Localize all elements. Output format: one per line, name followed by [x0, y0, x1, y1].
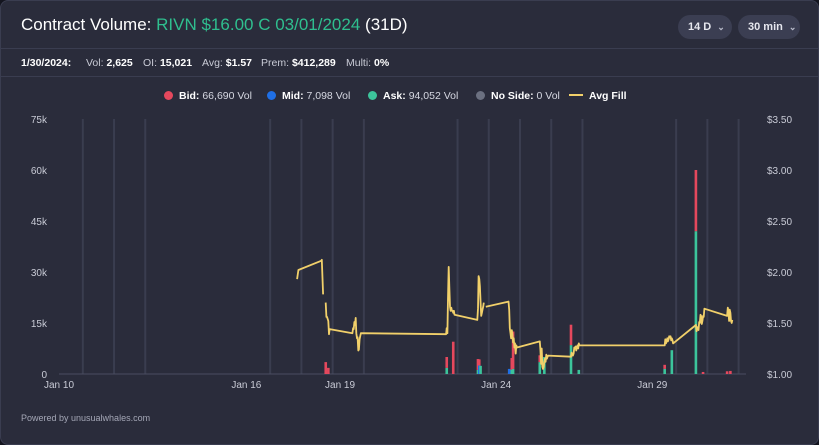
ask-swatch-icon — [368, 91, 377, 100]
footer-credit: Powered by unusualwhales.com — [21, 413, 151, 423]
y-left-tick-label: 0 — [41, 370, 47, 381]
avg-fill-line — [324, 265, 485, 352]
chevron-down-icon: ⌄ — [788, 22, 797, 32]
y-right-tick-label: $1.00 — [767, 370, 792, 381]
volume-bar-bid — [327, 367, 330, 374]
card-header: Contract Volume: RIVN $16.00 C 03/01/202… — [1, 1, 818, 49]
volume-bar-bid — [701, 371, 705, 374]
volume-bar-ask — [543, 357, 546, 374]
chart-title: Contract Volume: RIVN $16.00 C 03/01/202… — [21, 15, 408, 35]
days-to-expiry: (31D) — [365, 15, 408, 34]
x-tick-label: Jan 19 — [325, 380, 355, 391]
y-left-tick-label: 45k — [31, 217, 48, 228]
stats-premium: Prem: $412,289 — [261, 57, 336, 69]
avg-fill-line — [485, 300, 734, 370]
volume-bar-bid — [511, 331, 515, 369]
volume-bar-ask — [694, 231, 698, 374]
chevron-down-icon: ⌄ — [717, 22, 725, 32]
volume-bar-bid — [725, 371, 729, 374]
stats-multi: Multi: 0% — [346, 57, 390, 69]
volume-bar-mid — [507, 368, 511, 374]
volume-bar-ask — [479, 365, 482, 374]
volume-bar-ask — [577, 369, 581, 374]
y-right-tick-label: $3.00 — [767, 166, 792, 177]
legend-item-no-side[interactable]: No Side: 0 Vol — [476, 90, 560, 102]
interval-dropdown-label: 30 min — [748, 21, 783, 33]
x-tick-label: Jan 16 — [231, 380, 261, 391]
y-left-tick-label: 15k — [31, 319, 48, 330]
volume-bar-ask — [670, 350, 674, 374]
range-dropdown-label: 14 D — [688, 21, 712, 33]
no-side-swatch-icon — [476, 91, 485, 100]
volume-bar-ask — [510, 369, 514, 374]
y-left-tick-label: 75k — [31, 115, 48, 126]
y-right-tick-label: $2.00 — [767, 268, 792, 279]
volume-bar-mid — [477, 365, 481, 374]
volume-bar-bid — [476, 359, 480, 370]
contract-symbol: RIVN $16.00 C 03/01/2024 — [156, 15, 361, 34]
x-tick-label: Jan 10 — [44, 380, 74, 391]
title-prefix: Contract Volume: — [21, 15, 152, 34]
volume-bar-bid — [538, 355, 542, 363]
y-left-tick-label: 30k — [31, 268, 48, 279]
legend-item-mid[interactable]: Mid: 7,098 Vol — [267, 90, 350, 102]
stats-volume: Vol: 2,625 — [86, 57, 133, 69]
y-right-tick-label: $2.50 — [767, 217, 792, 228]
stats-bar: 1/30/2024: Vol: 2,625 OI: 15,021 Avg: $1… — [1, 49, 818, 77]
x-tick-label: Jan 24 — [481, 380, 511, 391]
volume-bar-bid — [324, 362, 328, 374]
volume-bar-bid — [694, 170, 698, 232]
volume-bar-bid — [729, 370, 732, 374]
legend-item-avg-fill[interactable]: Avg Fill — [569, 90, 627, 102]
avg-fill-swatch-icon — [569, 94, 583, 96]
legend-item-ask[interactable]: Ask: 94,052 Vol — [368, 90, 458, 102]
y-right-tick-label: $3.50 — [767, 115, 792, 126]
stats-date: 1/30/2024: — [21, 57, 72, 69]
volume-bar-bid — [451, 341, 455, 374]
stats-open-interest: OI: 15,021 — [143, 57, 193, 69]
volume-bar-ask — [663, 368, 666, 374]
volume-bar-bid — [445, 357, 449, 368]
interval-dropdown[interactable]: 30 min ⌄ — [738, 15, 800, 39]
legend-item-bid[interactable]: Bid: 66,690 Vol — [164, 90, 252, 102]
volume-bar-ask — [569, 345, 573, 374]
volume-bar-bid — [663, 364, 666, 369]
mid-swatch-icon — [267, 91, 276, 100]
x-tick-label: Jan 29 — [637, 380, 667, 391]
volume-bar-ask — [511, 368, 515, 374]
volume-bar-bid — [477, 359, 481, 366]
volume-bar-bid — [510, 358, 514, 370]
stats-average: Avg: $1.57 — [202, 57, 253, 69]
volume-bar-ask — [538, 362, 542, 374]
volume-bar-bid — [569, 324, 573, 346]
y-right-tick-label: $1.50 — [767, 319, 792, 330]
avg-fill-line — [296, 258, 324, 295]
range-dropdown[interactable]: 14 D ⌄ — [678, 15, 732, 39]
volume-bar-ask — [445, 367, 449, 374]
volume-bar-ask — [476, 369, 480, 374]
chart-legend: Bid: 66,690 Vol Mid: 7,098 Vol Ask: 94,0… — [1, 88, 818, 104]
bid-swatch-icon — [164, 91, 173, 100]
y-left-tick-label: 60k — [31, 166, 48, 177]
